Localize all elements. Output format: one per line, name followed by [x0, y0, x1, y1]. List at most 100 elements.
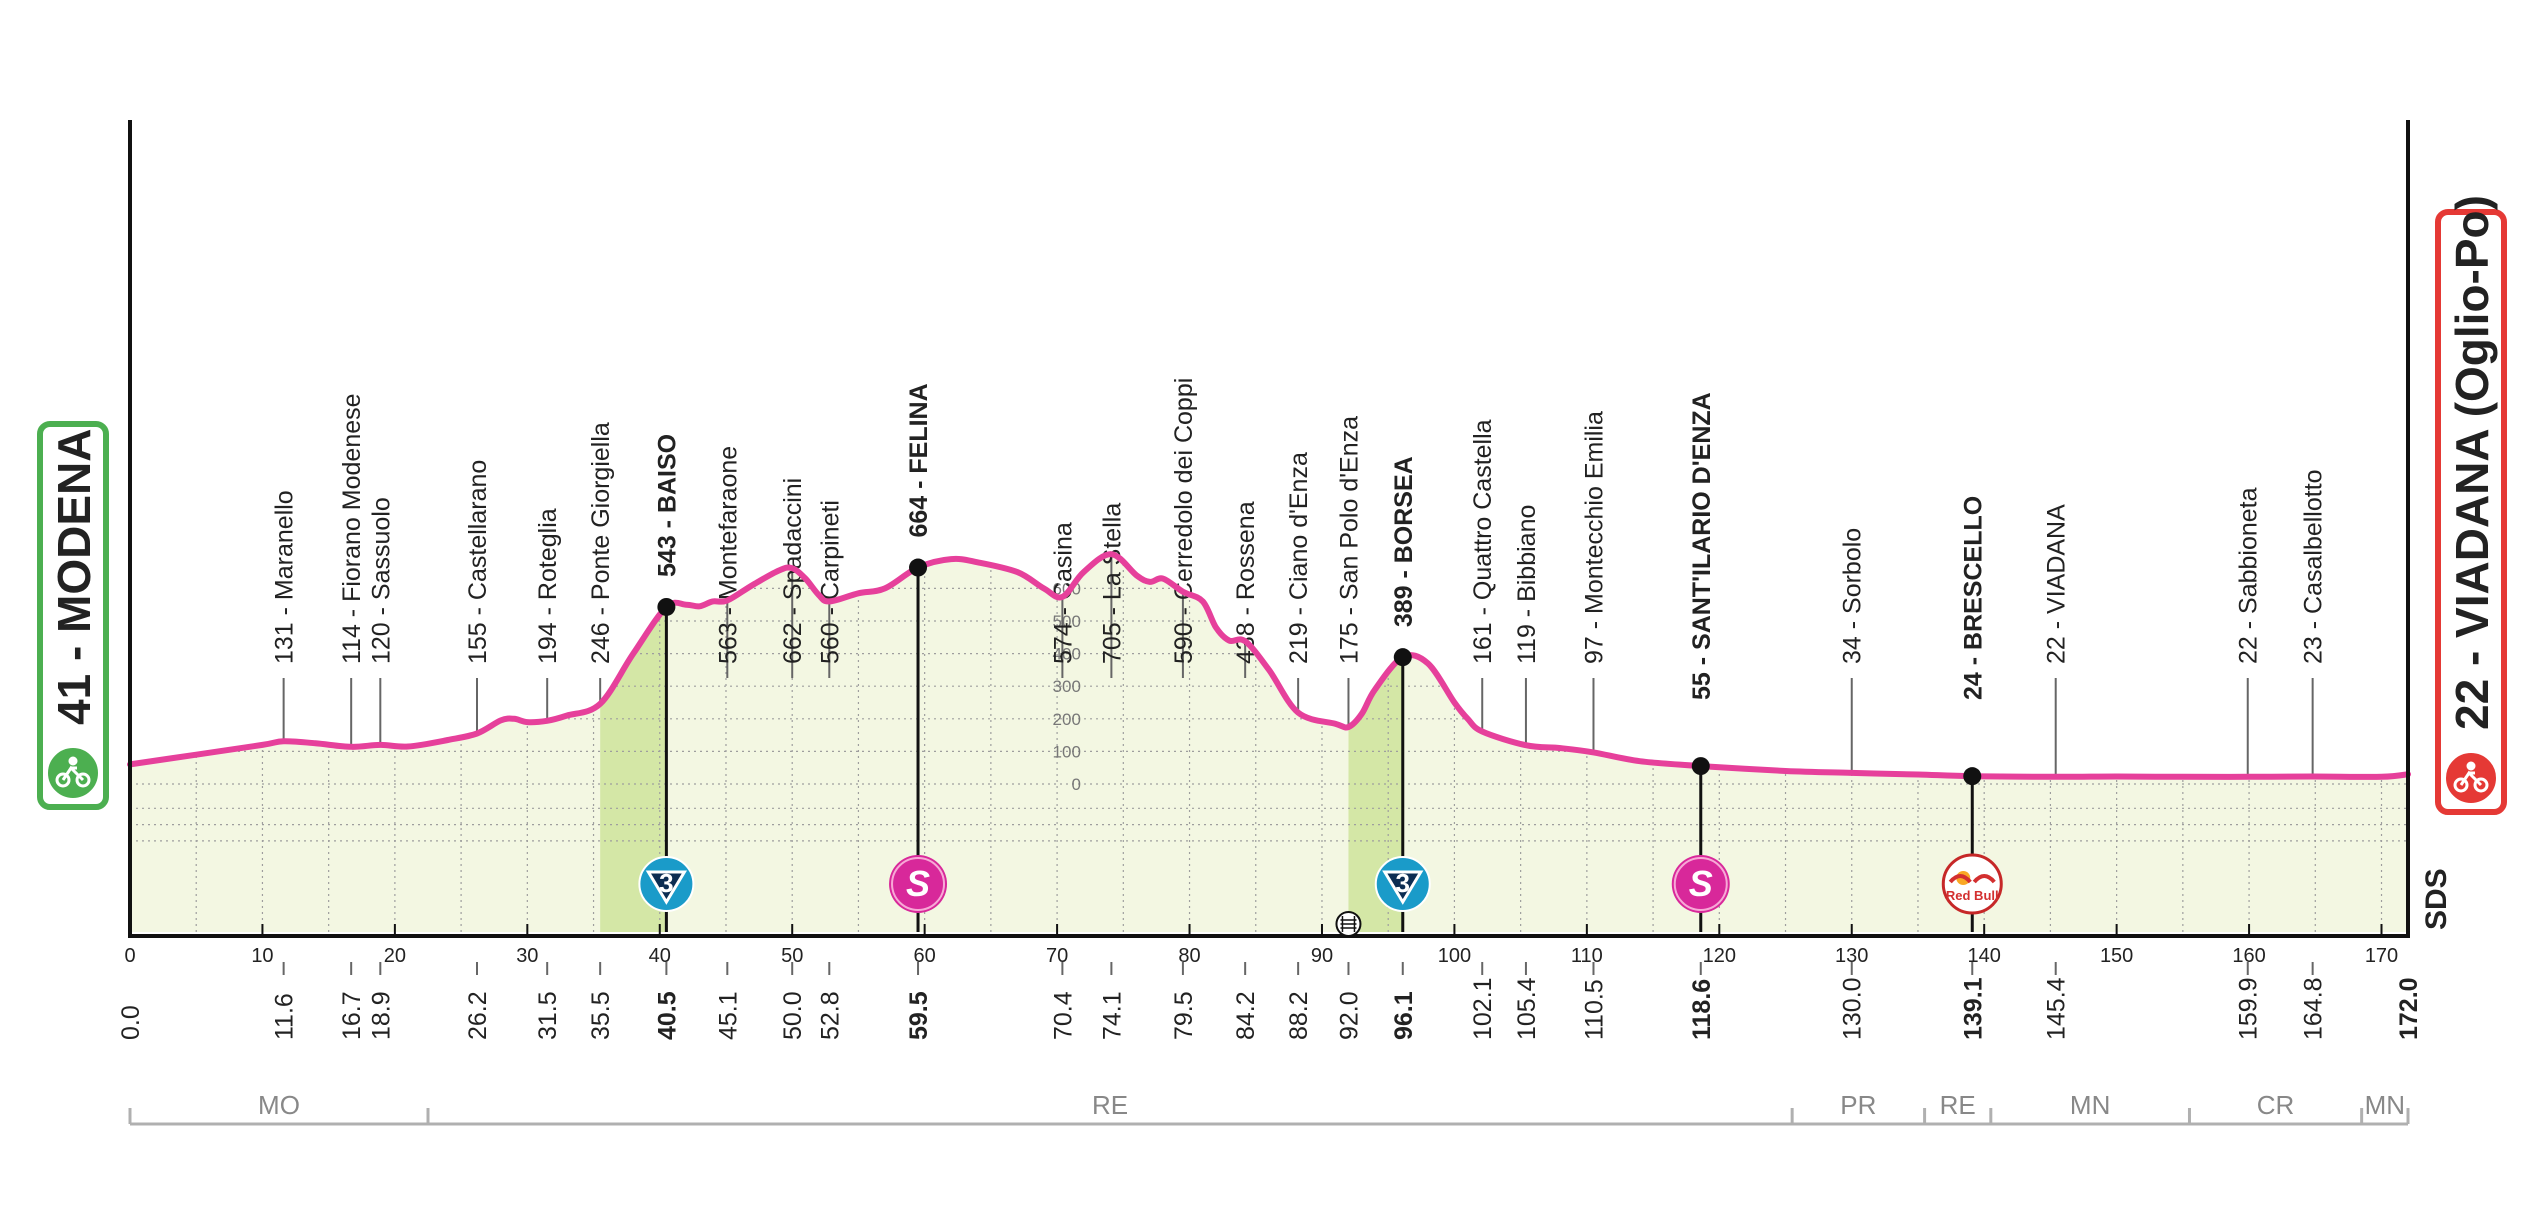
start-elevation: 41	[48, 674, 100, 725]
waypoint-km-label: 139.1	[1959, 977, 1987, 1040]
finish-badge-text: 22 - VIADANA (Oglio-Po)	[2446, 195, 2498, 730]
sprint-label: S	[906, 863, 930, 904]
waypoint-km-label: 102.1	[1469, 977, 1497, 1040]
brand-logo: SDS	[2420, 868, 2453, 930]
start-badge-text: 41 - MODENA	[48, 428, 100, 725]
bike-icon	[2453, 761, 2489, 793]
waypoint-km-label: 31.5	[534, 991, 562, 1040]
waypoint-label: 161 - Quattro Castella	[1469, 419, 1497, 664]
elevation-tick-label: 100	[1053, 742, 1081, 761]
x-tick-label: 0	[124, 945, 135, 967]
elevation-tick-label: 400	[1053, 645, 1081, 664]
mountain-icon	[1382, 870, 1424, 905]
waypoint-km-label: 84.2	[1232, 991, 1260, 1040]
x-tick-label: 120	[1703, 945, 1736, 967]
sprint-label: S	[1689, 863, 1713, 904]
waypoint-layer: 131 - Maranello 11.6 114 - Fiorano Modenes…	[117, 378, 2423, 1040]
waypoint-label: 705 - La Stella	[1098, 503, 1126, 664]
redbull-bulls-icon	[1948, 874, 1996, 884]
level-crossing-icon	[1335, 911, 1362, 937]
start-separator: -	[48, 633, 100, 674]
redbull-label: Red Bull	[1946, 888, 1999, 903]
km-start-label: 0.0	[117, 1005, 145, 1040]
waypoint-km-label: 92.0	[1335, 991, 1363, 1040]
sprint-badge-circle	[1671, 855, 1730, 913]
intermediate-sprint-marker: S	[889, 855, 948, 913]
waypoint-dot	[1691, 757, 1710, 776]
x-tick-label: 110	[1571, 945, 1603, 967]
x-tick-label: 170	[2365, 945, 2398, 967]
finish-elevation: 22	[2446, 679, 2498, 730]
elevation-tick-label: 0	[1071, 775, 1080, 794]
waypoint-km-label: 45.1	[714, 991, 742, 1040]
climb-category-label: 3	[1396, 868, 1410, 898]
waypoint-km-label: 96.1	[1390, 991, 1418, 1040]
waypoint-km-label: 164.8	[2300, 977, 2328, 1040]
waypoint-km-label: 50.0	[779, 991, 807, 1040]
waypoint-label: 22 - Sabbioneta	[2235, 487, 2263, 664]
x-tick-label: 10	[251, 945, 273, 967]
waypoint-label: 114 - Fiorano Modenese	[338, 393, 366, 664]
waypoint-km-label: 40.5	[653, 991, 681, 1040]
waypoint-dot	[1963, 767, 1982, 786]
province-label: MN	[2070, 1090, 2110, 1120]
start-name: MODENA	[48, 428, 100, 632]
waypoint-label: 97 - Montecchio Emilia	[1580, 411, 1608, 664]
waypoint-km-label: 18.9	[367, 991, 395, 1040]
climb-category-label: 3	[659, 868, 673, 898]
elevation-tick-label: 200	[1053, 710, 1081, 729]
waypoint-label: 34 - Sorbolo	[1839, 528, 1867, 664]
finish-bike-badge	[2442, 749, 2500, 807]
waypoint-km-label: 159.9	[2235, 977, 2263, 1040]
axes-layer: 0 10 20 30 40 50 60 70 80 90 100 110 120 130 140 150 160…	[124, 120, 2410, 967]
start-badge-frame	[37, 421, 109, 810]
sprint-badge-ring	[1673, 857, 1728, 911]
mountain-icon	[645, 870, 688, 905]
waypoint-label: 131 - Maranello	[271, 490, 299, 664]
province-label: MN	[2365, 1090, 2405, 1120]
bike-icon	[55, 756, 91, 788]
waypoint-km-label: 52.8	[816, 991, 844, 1040]
finish-badge: 22 - VIADANA (Oglio-Po)	[2435, 195, 2507, 815]
finish-separator: -	[2446, 638, 2498, 679]
climb-category-marker: 3	[1374, 856, 1431, 912]
climb-category-marker: 3	[638, 856, 695, 912]
waypoint-km-label: 26.2	[464, 991, 492, 1040]
waypoint-label: 155 - Castellarano	[464, 460, 492, 664]
waypoint-km-label: 70.4	[1049, 991, 1077, 1040]
waypoint-dot	[1393, 648, 1412, 667]
intermediate-sprint-marker: S	[1671, 855, 1730, 913]
waypoint-label: 543 - BAISO	[653, 434, 681, 577]
finish-badge-frame	[2435, 209, 2507, 815]
elevation-tick-label: 300	[1053, 677, 1081, 696]
sprint-badge-circle	[889, 855, 948, 913]
waypoint-km-label: 59.5	[905, 991, 933, 1040]
waypoint-label: 24 - BRESCELLO	[1959, 496, 1987, 700]
province-label: RE	[1092, 1090, 1128, 1120]
province-label: RE	[1940, 1090, 1976, 1120]
waypoint-label: 175 - San Polo d'Enza	[1335, 416, 1363, 664]
waypoint-km-label: 110.5	[1580, 979, 1608, 1040]
level-crossing-rails	[1340, 916, 1357, 932]
x-tick-label: 90	[1311, 945, 1333, 967]
start-finish-layer: 41 - MODENA 22 - VIADANA (Oglio-Po) SDS	[37, 195, 2507, 930]
profile-line-layer	[127, 551, 2411, 786]
waypoint-km-label: 74.1	[1098, 991, 1126, 1040]
waypoint-label: 194 - Roteglia	[534, 508, 562, 664]
waypoint-dot	[909, 558, 928, 577]
waypoint-label: 563 - Montefaraone	[714, 446, 742, 664]
province-label: PR	[1840, 1090, 1876, 1120]
waypoint-km-label: 11.6	[271, 993, 299, 1040]
province-bar: MO RE PR RE MN CR MN	[128, 1090, 2410, 1126]
finish-name: VIADANA (Oglio-Po)	[2446, 195, 2498, 638]
x-tick-label: 150	[2100, 945, 2133, 967]
waypoint-label: 246 - Ponte Giorgiella	[587, 422, 615, 664]
redbull-badge-circle	[1941, 853, 2003, 915]
waypoint-label: 389 - BORSEA	[1390, 456, 1418, 627]
waypoint-km-label: 105.4	[1513, 977, 1541, 1040]
x-tick-label: 70	[1046, 945, 1068, 967]
waypoint-label: 590 - Cerredolo dei Coppi	[1170, 378, 1198, 664]
x-tick-label: 160	[2232, 945, 2265, 967]
x-tick-label: 130	[1835, 945, 1868, 967]
